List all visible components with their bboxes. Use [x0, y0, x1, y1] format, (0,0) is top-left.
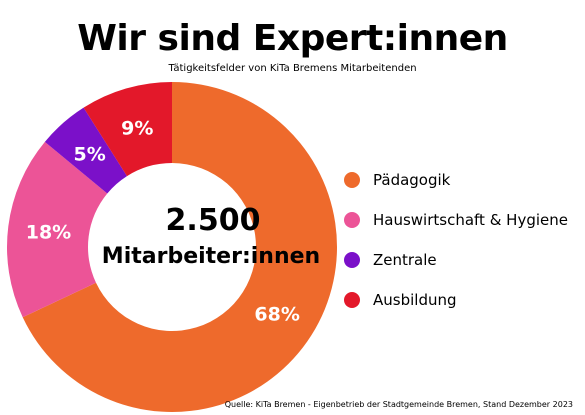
legend-label-3: Zentrale: [373, 251, 437, 269]
donut-slice-4: [83, 82, 172, 177]
chart-subtitle: Tätigkeitsfelder von KiTa Bremens Mitarb…: [168, 63, 417, 74]
legend-item-3: Zentrale: [344, 250, 568, 270]
slice-value-label-3: 5%: [74, 144, 106, 166]
slice-value-label-4: 9%: [121, 117, 153, 139]
slice-value-label-2: 18%: [26, 221, 71, 243]
center-total-label: Mitarbeiter:innen: [102, 244, 320, 269]
slice-value-label-1: 68%: [254, 304, 299, 326]
legend-swatch-4: [344, 292, 360, 308]
center-total-number: 2.500: [166, 203, 261, 238]
legend-label-2: Hauswirtschaft & Hygiene: [373, 211, 568, 229]
source-note: Quelle: KiTa Bremen - Eigenbetrieb der S…: [224, 400, 573, 409]
donut-slice-2: [7, 141, 108, 318]
donut-slice-3: [44, 107, 127, 194]
legend-item-4: Ausbildung: [344, 290, 568, 310]
legend-swatch-1: [344, 172, 360, 188]
legend-label-4: Ausbildung: [373, 291, 457, 309]
chart-legend: Pädagogik Hauswirtschaft & Hygiene Zentral…: [344, 170, 568, 330]
donut-slice-1: [22, 82, 338, 412]
legend-label-1: Pädagogik: [373, 171, 451, 189]
legend-item-2: Hauswirtschaft & Hygiene: [344, 210, 568, 230]
chart-title: Wir sind Expert:innen: [77, 18, 508, 59]
legend-item-1: Pädagogik: [344, 170, 568, 190]
legend-swatch-3: [344, 252, 360, 268]
legend-swatch-2: [344, 212, 360, 228]
